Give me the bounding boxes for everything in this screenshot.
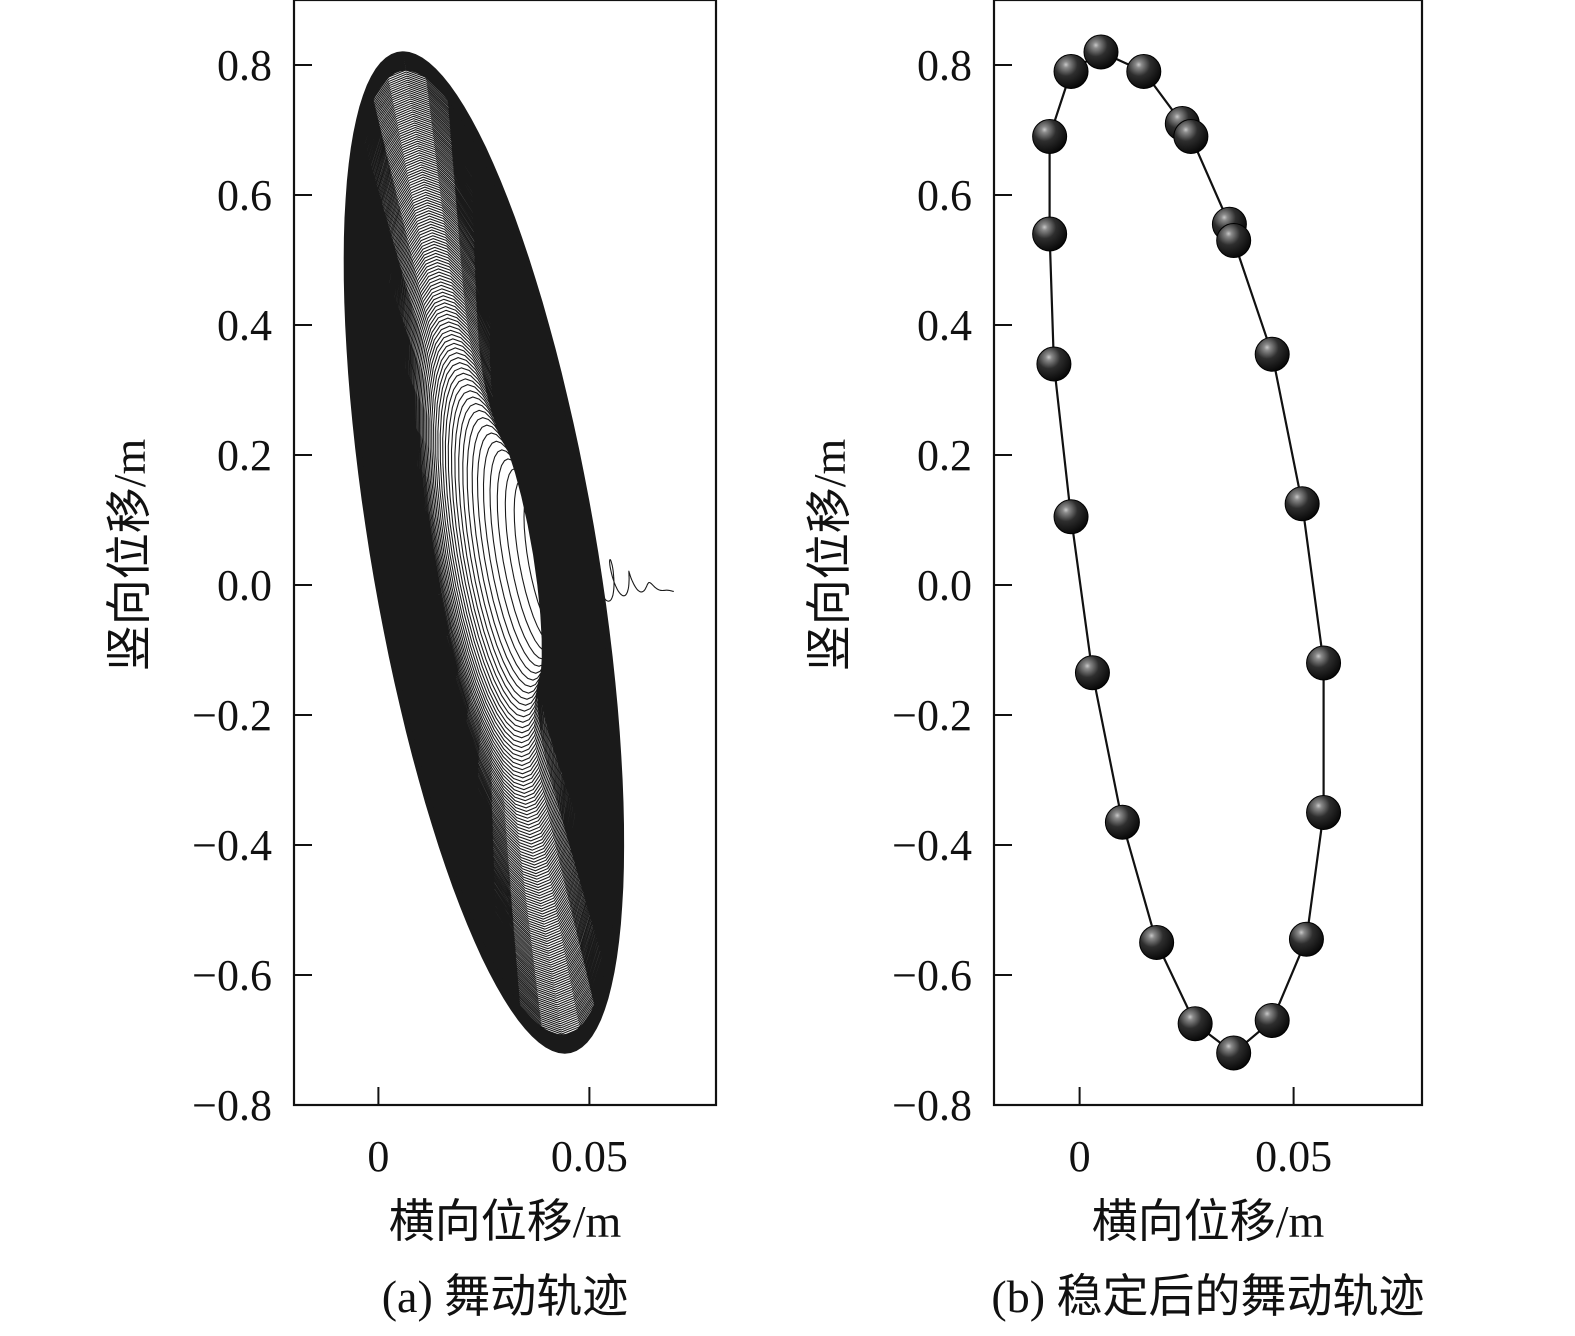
plot-area-a: 0.8 0.6 0.4 0.2 0.0 −0.2 −0.4 −0.6 −0.8 0 0.05 xyxy=(192,0,716,1181)
data-point xyxy=(1217,1036,1251,1070)
y-tick-label: 0.8 xyxy=(917,41,972,90)
y-tick-label: 0.2 xyxy=(917,431,972,480)
x-axis-label-b: 横向位移/m xyxy=(1092,1196,1325,1247)
y-tick-label: −0.6 xyxy=(192,951,272,1000)
caption-a: (a) 舞动轨迹 xyxy=(382,1271,629,1322)
data-point xyxy=(1285,487,1319,521)
data-point xyxy=(1105,805,1139,839)
panel-a: 0.8 0.6 0.4 0.2 0.0 −0.2 −0.4 −0.6 −0.8 0 0.05 竖向位… xyxy=(0,0,790,1336)
data-point xyxy=(1307,646,1341,680)
y-axis-label-b: 竖向位移/m xyxy=(804,439,855,672)
trajectory-line xyxy=(1050,52,1324,1053)
plot-area-b: 0.8 0.6 0.4 0.2 0.0 −0.2 −0.4 −0.6 −0.8 0 0.05 xyxy=(892,0,1422,1181)
y-tick-label: −0.4 xyxy=(192,821,272,870)
y-tick-label: −0.6 xyxy=(892,951,972,1000)
chart-a: 0.8 0.6 0.4 0.2 0.0 −0.2 −0.4 −0.6 −0.8 0 0.05 竖向位… xyxy=(0,0,790,1336)
y-tick-label: 0.8 xyxy=(217,41,272,90)
data-point xyxy=(1033,217,1067,251)
data-point xyxy=(1174,120,1208,154)
y-tick-label: −0.2 xyxy=(192,691,272,740)
y-axis-label-a: 竖向位移/m xyxy=(104,439,155,672)
y-tick-label: 0.6 xyxy=(917,171,972,220)
y-tick-label: 0.6 xyxy=(217,171,272,220)
y-tick-label: 0.0 xyxy=(917,561,972,610)
y-tick-label: −0.2 xyxy=(892,691,972,740)
data-point xyxy=(1054,55,1088,89)
data-point xyxy=(1127,55,1161,89)
data-point xyxy=(1054,500,1088,534)
data-point xyxy=(1255,1004,1289,1038)
y-tick-label: −0.8 xyxy=(192,1081,272,1130)
data-point xyxy=(1084,35,1118,69)
x-tick-label: 0 xyxy=(1069,1132,1091,1181)
caption-b: (b) 稳定后的舞动轨迹 xyxy=(991,1271,1424,1322)
data-point xyxy=(1217,224,1251,258)
data-point xyxy=(1178,1007,1212,1041)
y-tick-label: −0.4 xyxy=(892,821,972,870)
x-tick-label: 0 xyxy=(367,1132,389,1181)
y-tick-label: 0.2 xyxy=(217,431,272,480)
data-point xyxy=(1033,120,1067,154)
chart-b: 0.8 0.6 0.4 0.2 0.0 −0.2 −0.4 −0.6 −0.8 0 0.05 竖向位… xyxy=(790,0,1575,1336)
panel-b: 0.8 0.6 0.4 0.2 0.0 −0.2 −0.4 −0.6 −0.8 0 0.05 竖向位… xyxy=(790,0,1575,1336)
y-tick-label: 0.4 xyxy=(217,301,272,350)
y-tick-label: 0.0 xyxy=(217,561,272,610)
data-point xyxy=(1037,347,1071,381)
data-point xyxy=(1255,337,1289,371)
data-point xyxy=(1289,922,1323,956)
data-point xyxy=(1140,926,1174,960)
data-point xyxy=(1075,656,1109,690)
x-tick-label: 0.05 xyxy=(1255,1132,1332,1181)
y-tick-label: −0.8 xyxy=(892,1081,972,1130)
x-axis-label-a: 横向位移/m xyxy=(389,1196,622,1247)
y-tick-label: 0.4 xyxy=(917,301,972,350)
x-tick-label: 0.05 xyxy=(551,1132,628,1181)
plot-frame xyxy=(994,0,1422,1105)
data-point xyxy=(1307,796,1341,830)
trajectory-line xyxy=(345,52,674,1052)
